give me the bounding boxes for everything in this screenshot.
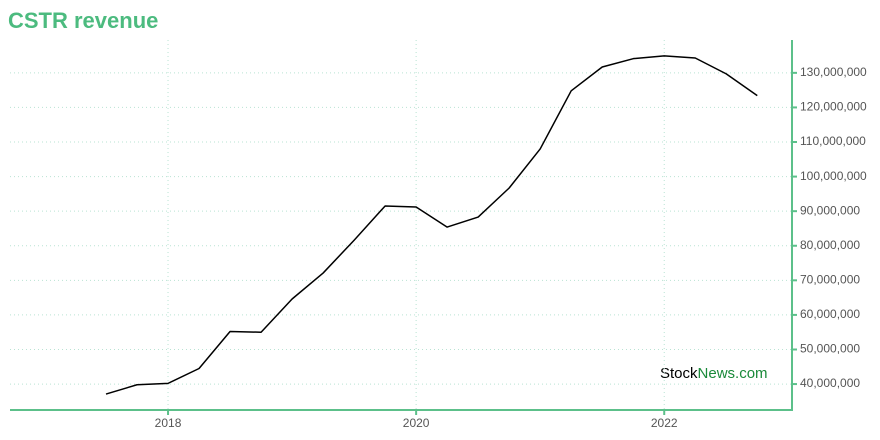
watermark-part: News.com [698,365,768,382]
y-tick-label: 70,000,000 [800,272,860,286]
x-tick-label: 2022 [651,416,678,430]
y-tick-label: 120,000,000 [800,100,867,114]
revenue-line [105,55,758,395]
chart-title: CSTR revenue [8,8,158,33]
y-tick-label: 50,000,000 [800,342,860,356]
y-tick-label: 100,000,000 [800,169,867,183]
x-tick-label: 2018 [155,416,182,430]
y-tick-label: 130,000,000 [800,65,867,79]
x-tick-label: 2020 [403,416,430,430]
y-tick-label: 60,000,000 [800,307,860,321]
y-tick-label: 110,000,000 [800,134,866,148]
watermark: StockNews.com [660,365,768,382]
y-tick-label: 90,000,000 [800,203,860,217]
watermark-part: Stock [660,365,698,382]
y-tick-label: 40,000,000 [800,376,860,390]
y-tick-label: 80,000,000 [800,238,860,252]
